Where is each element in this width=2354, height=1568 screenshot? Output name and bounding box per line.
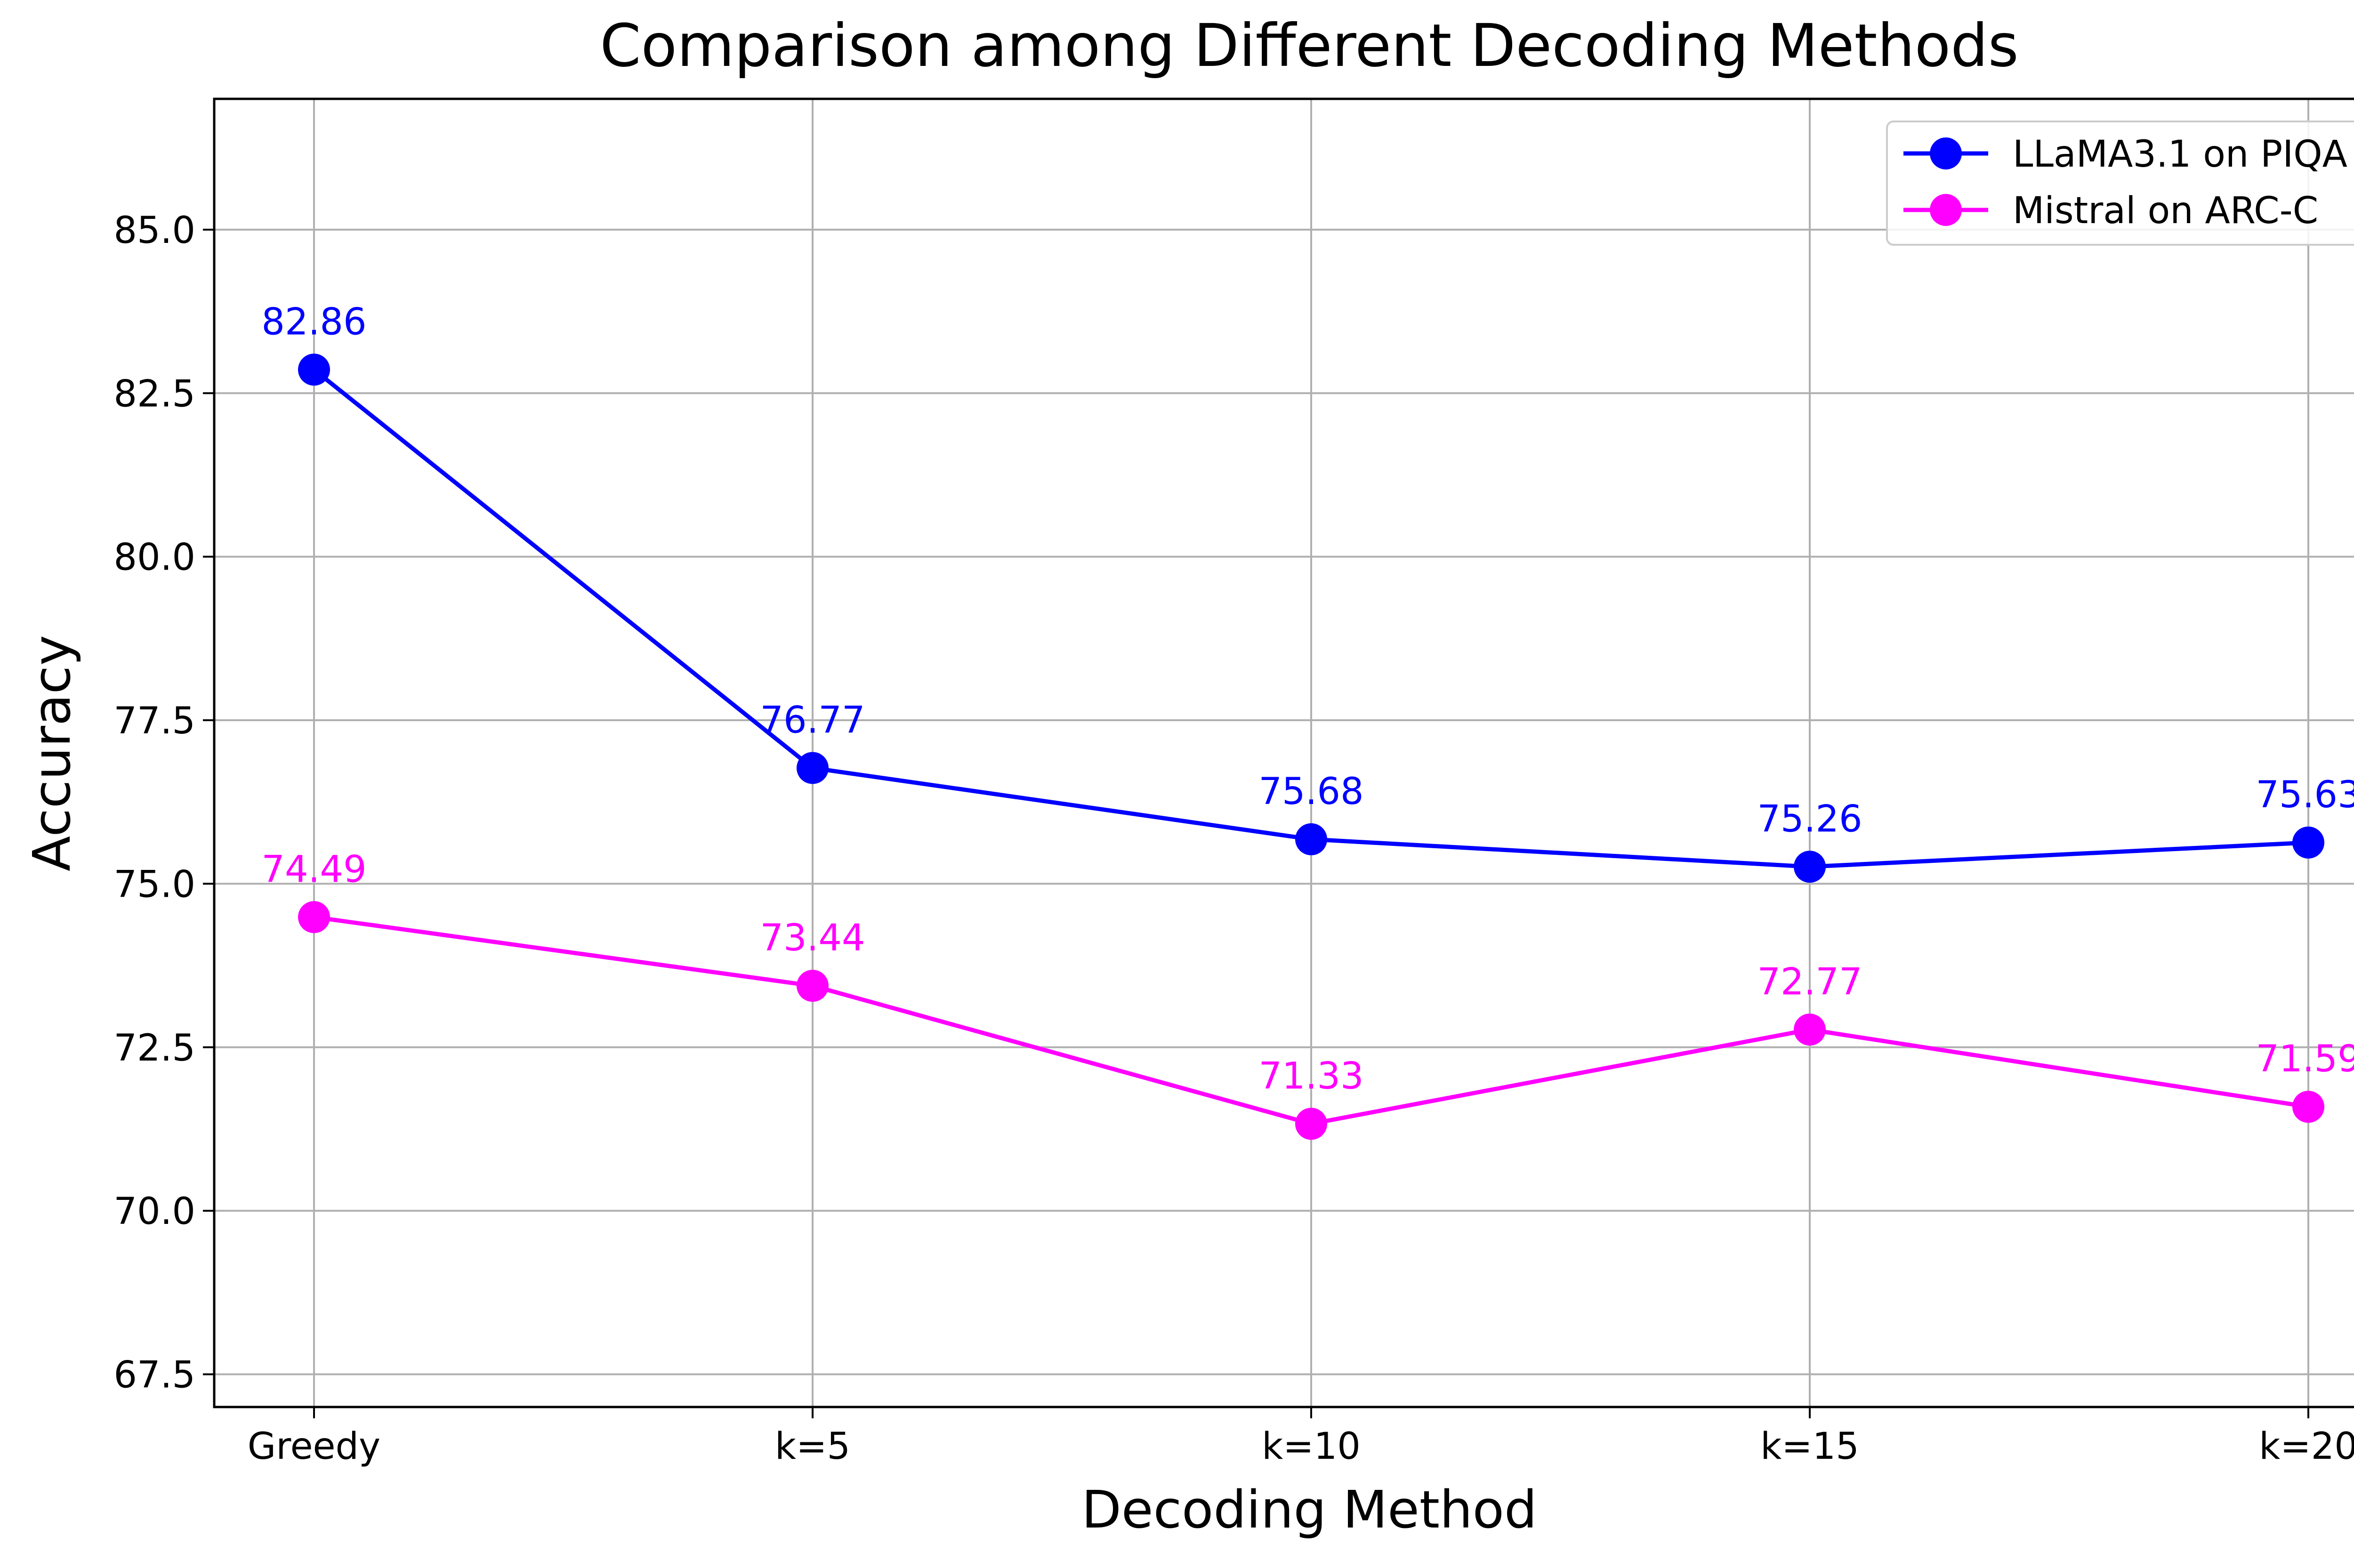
y-axis-label: Accuracy [22, 635, 82, 871]
legend-marker [1930, 137, 1962, 169]
legend-label: LLaMA3.1 on PIQA [2013, 133, 2347, 176]
data-point [1794, 851, 1826, 883]
series-layer: 82.86 76.77 75.68 75.26 75.63 74.49 73.44 71.33… [261, 301, 2354, 1140]
data-label: 75.63 [2256, 774, 2354, 816]
y-axis: 67.5 70.0 72.5 75.0 77.5 80.0 82.5 85.0 [113, 209, 214, 1397]
data-label: 71.33 [1258, 1055, 1363, 1097]
data-point [1295, 1108, 1327, 1140]
data-point [2292, 1091, 2324, 1123]
data-point [298, 354, 330, 386]
x-tick-label: k=10 [1262, 1425, 1361, 1468]
data-point [1794, 1013, 1826, 1046]
data-point [797, 970, 829, 1002]
data-point [2292, 826, 2324, 859]
legend-marker [1930, 194, 1962, 226]
plot-frame [213, 97, 2354, 1408]
data-label: 73.44 [760, 917, 865, 959]
y-tick-label: 85.0 [113, 209, 195, 252]
x-axis: Greedy k=5 k=10 k=15 k=20 [248, 1407, 2354, 1468]
data-point [298, 901, 330, 933]
y-tick-label: 82.5 [113, 373, 195, 415]
y-tick-label: 75.0 [113, 863, 195, 906]
x-tick-label: k=5 [775, 1425, 850, 1468]
y-tick-label: 70.0 [113, 1190, 195, 1233]
data-label: 75.26 [1757, 798, 1862, 840]
x-axis-label: Decoding Method [1081, 1480, 1537, 1540]
data-label: 74.49 [261, 848, 366, 891]
chart-title: Comparison among Different Decoding Meth… [600, 12, 2019, 80]
x-tick-label: Greedy [248, 1425, 380, 1468]
y-tick-label: 72.5 [113, 1027, 195, 1069]
data-point [1295, 823, 1327, 855]
y-tick-label: 80.0 [113, 537, 195, 579]
legend-label: Mistral on ARC-C [2013, 190, 2318, 232]
y-tick-label: 67.5 [113, 1354, 195, 1397]
y-tick-label: 77.5 [113, 700, 195, 742]
data-label: 75.68 [1258, 771, 1363, 813]
data-point [797, 752, 829, 784]
data-label: 71.59 [2256, 1038, 2354, 1080]
legend: LLaMA3.1 on PIQA Mistral on ARC-C [1886, 121, 2354, 246]
x-tick-label: k=20 [2259, 1425, 2354, 1468]
x-tick-label: k=15 [1760, 1425, 1859, 1468]
data-label: 76.77 [760, 699, 865, 741]
data-label: 72.77 [1757, 961, 1862, 1003]
data-label: 82.86 [261, 301, 366, 343]
legend-box [1886, 121, 2354, 246]
